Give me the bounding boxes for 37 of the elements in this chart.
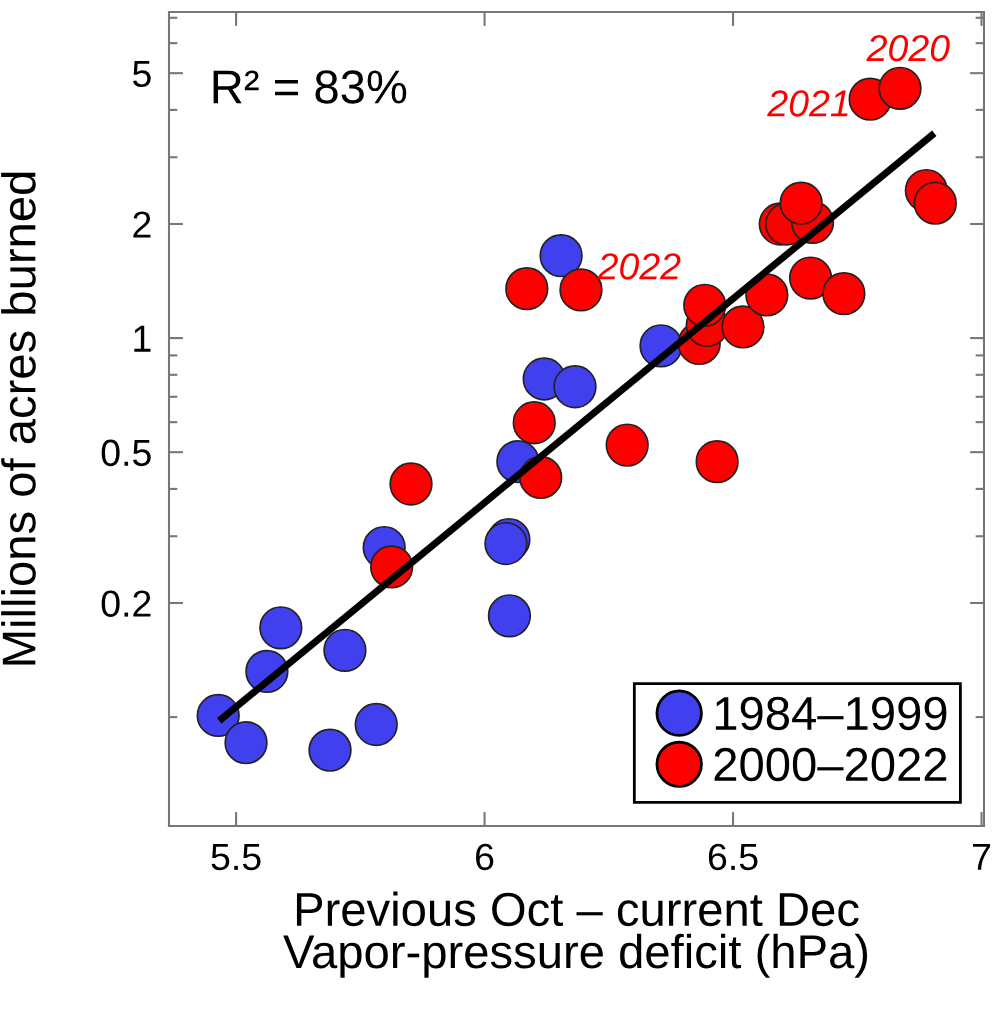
point [779, 181, 823, 225]
point [745, 273, 789, 317]
x-tick-label: 6 [476, 843, 494, 871]
y-tick-label: 5 [132, 60, 151, 88]
point [224, 721, 268, 765]
x-tick-label: 6.5 [708, 843, 758, 871]
y-tick-label: 1 [134, 325, 151, 352]
point [512, 401, 556, 445]
point [259, 606, 303, 650]
point [487, 594, 532, 638]
point [605, 423, 649, 467]
point [878, 66, 922, 110]
point [913, 181, 957, 225]
y-tick-label: 2 [133, 211, 151, 238]
point [788, 256, 833, 300]
point [354, 702, 398, 747]
annotation: R² = 83% [213, 70, 407, 104]
point [389, 462, 433, 506]
legend-label: 2000–2022 [714, 747, 947, 782]
annotation: 2021 [767, 90, 848, 117]
y-tick-label: 0.5 [101, 439, 151, 467]
point [695, 439, 739, 484]
x-tick-label: 5.5 [211, 844, 261, 871]
legend-label: 1984–1999 [715, 696, 947, 731]
y-axis-title: Millions of acres burned [1, 172, 36, 665]
point [323, 628, 367, 673]
point [505, 267, 549, 311]
y-tick-label: 0.2 [101, 590, 151, 617]
point [553, 365, 597, 409]
point [308, 728, 352, 772]
annotation: 2020 [866, 34, 950, 62]
point [822, 271, 866, 316]
point [721, 305, 765, 349]
point [539, 233, 583, 278]
x-tick-label: 7 [973, 844, 991, 870]
annotation: 2022 [597, 253, 681, 280]
x-axis-title: Previous Oct – current Dec Vapor-pressure deficit (hPa) [283, 891, 868, 978]
